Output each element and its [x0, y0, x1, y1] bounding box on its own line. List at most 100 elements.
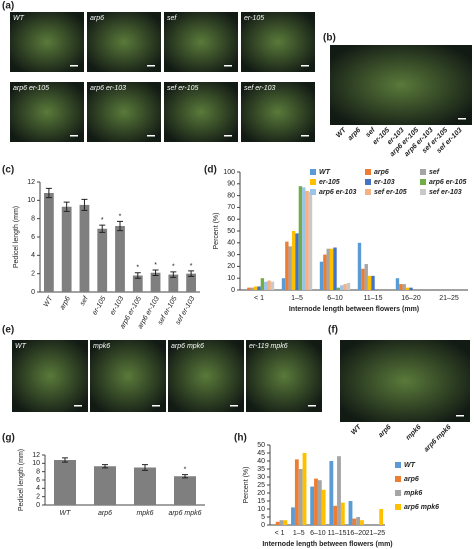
bar	[291, 507, 295, 525]
photo-label: arp6 er-105	[13, 85, 49, 92]
bar	[253, 286, 258, 290]
y-tick-label: 50	[227, 228, 235, 235]
photo-caption: arp6 mpk6	[423, 424, 453, 454]
x-tick-label: 6–10	[327, 295, 343, 302]
panel-label: (h)	[234, 433, 247, 444]
scale-bar	[147, 65, 155, 67]
legend-label: er-103	[374, 179, 395, 186]
bar	[356, 517, 361, 525]
bar	[132, 275, 143, 292]
y-tick-label: 12	[27, 179, 35, 186]
significance-marker: *	[184, 466, 187, 473]
legend-swatch	[365, 179, 371, 185]
bar	[310, 486, 315, 525]
bar	[329, 461, 334, 525]
scale-bar	[224, 65, 232, 67]
photo	[168, 340, 244, 412]
bar	[298, 186, 303, 290]
x-tick-label: mpk6	[136, 510, 153, 517]
scale-bar	[456, 415, 464, 417]
photo	[340, 340, 470, 422]
bar	[317, 480, 322, 525]
bar	[260, 278, 265, 290]
bar	[308, 192, 313, 290]
bar	[134, 467, 156, 505]
bar	[337, 456, 341, 525]
photo-label: arp6	[90, 15, 104, 22]
error-bar	[188, 270, 195, 277]
significance-marker: *	[190, 263, 193, 270]
photo	[87, 82, 161, 142]
legend-swatch	[420, 169, 426, 175]
bar	[275, 521, 280, 525]
scale-bar	[70, 65, 78, 67]
significance-marker: *	[136, 265, 139, 272]
photo-label: arp6 mpk6	[171, 343, 204, 350]
legend-label: sef er-105	[374, 189, 407, 196]
bar	[115, 226, 125, 292]
x-tick-label: arp6	[59, 295, 72, 311]
scale-bar	[152, 405, 160, 407]
scale-bar	[147, 135, 155, 137]
legend-label: WT	[404, 462, 416, 469]
legend-swatch	[395, 490, 401, 496]
bar	[294, 459, 299, 525]
significance-marker: *	[154, 262, 157, 269]
y-tick-label: 10	[227, 275, 235, 282]
bar	[379, 509, 384, 525]
y-tick-label: 100	[223, 169, 235, 176]
x-tick-label: er-105	[91, 295, 107, 316]
photo-caption: mpk6	[405, 424, 423, 442]
y-tick-label: 5	[261, 514, 265, 521]
bar	[279, 520, 284, 525]
photo-label: sef er-105	[167, 85, 198, 92]
bar	[357, 242, 362, 290]
bar	[267, 280, 271, 290]
y-tick-label: 15	[257, 498, 265, 505]
legend-label: sef er-103	[429, 189, 462, 196]
x-tick-label: WT	[43, 295, 55, 309]
y-tick-label: 60	[227, 216, 235, 223]
error-bar	[142, 464, 148, 471]
y-tick-label: 50	[257, 442, 265, 449]
error-bar	[182, 474, 188, 479]
error-bar	[81, 198, 88, 211]
error-bar	[99, 224, 106, 233]
error-bar	[45, 187, 52, 199]
bar	[79, 204, 90, 292]
bar	[298, 469, 303, 525]
legend-label: arp6 mpk6	[404, 504, 439, 511]
x-tick-label: 11–15	[364, 295, 383, 302]
x-tick-label: < 1	[275, 530, 285, 537]
y-axis-title: Pedicel length (mm)	[18, 449, 25, 511]
y-tick-label: 80	[227, 192, 235, 199]
bar	[409, 287, 413, 290]
photo-caption: arp6	[347, 127, 362, 142]
scale-bar	[224, 135, 232, 137]
legend-swatch	[420, 179, 426, 185]
x-tick-label: 16–20	[401, 295, 421, 302]
photo	[246, 340, 322, 412]
bar	[250, 287, 254, 290]
legend-label: arp6	[374, 169, 389, 176]
y-tick-label: 45	[257, 450, 265, 457]
scale-bar	[230, 405, 238, 407]
bar	[54, 460, 76, 505]
photo	[330, 45, 472, 125]
photo-label: er-105	[244, 15, 264, 22]
y-tick-label: 4	[31, 252, 35, 259]
panel-label: (g)	[2, 433, 15, 444]
bar	[295, 233, 299, 290]
error-bar	[102, 464, 108, 469]
y-tick-label: 8	[36, 469, 40, 476]
legend-swatch	[310, 169, 316, 175]
x-tick-label: arp6	[98, 510, 112, 517]
panel-label: (a)	[2, 1, 14, 12]
bar	[343, 284, 347, 290]
y-tick-label: 70	[227, 204, 235, 211]
photo-label: WT	[15, 343, 27, 350]
legend-swatch	[365, 169, 371, 175]
y-tick-label: 10	[27, 197, 35, 204]
y-axis-title: Percent (%)	[213, 213, 220, 250]
error-bar	[152, 269, 159, 276]
